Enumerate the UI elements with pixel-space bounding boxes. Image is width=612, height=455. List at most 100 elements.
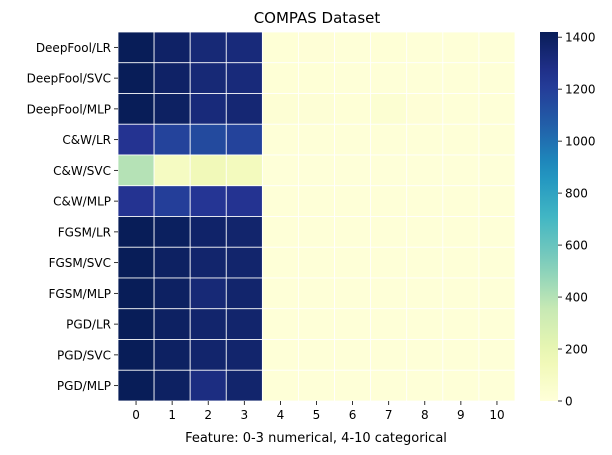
heatmap-cell [298,277,335,310]
heatmap-cell [153,277,191,310]
x-tick-label: 8 [421,408,429,422]
heatmap-cell [370,93,408,125]
heatmap-cell [261,154,299,187]
heatmap-cell [153,31,191,64]
heatmap-cell [117,339,155,371]
y-tick-label: FGSM/SVC [49,256,111,270]
heatmap-cell [261,185,299,217]
heatmap-cell [261,216,299,248]
heatmap-cell [370,308,408,340]
heatmap-cell [261,31,299,64]
heatmap-cell [117,246,155,279]
heatmap-cell [478,31,516,64]
heatmap-cell [117,93,155,125]
heatmap-cell [406,369,444,402]
heatmap-cell [478,123,516,156]
heatmap-cell [225,185,263,217]
heatmap-cell [442,308,480,340]
heatmap-cell [442,185,480,217]
y-tick-label: PGD/SVC [57,348,111,362]
heatmap-cell [261,277,299,310]
heatmap-cell [334,369,372,402]
colorbar-tick-label: 200 [565,343,588,357]
heatmap-cell [153,369,191,402]
colorbar-tick-label: 1000 [565,135,596,149]
heatmap-cell [225,277,263,310]
heatmap-cell [153,123,191,156]
heatmap-cell [117,185,155,217]
heatmap-cell [189,369,227,402]
heatmap-cell [406,123,444,156]
heatmap-cell [406,216,444,248]
colorbar-ticks: 0 200 400 600 800 1000 1200 1400 [558,31,596,409]
y-tick-label: C&W/MLP [53,195,111,209]
heatmap-cell [189,216,227,248]
colorbar-tick-label: 600 [565,239,588,253]
heatmap-cell [370,31,408,64]
heatmap-cell [370,246,408,279]
heatmap-cell [117,277,155,310]
y-tick-label: PGD/LR [66,318,111,332]
heatmap-cell [442,31,480,64]
heatmap-cell [334,93,372,125]
heatmap-cell [478,339,516,371]
x-tick-label: 6 [349,408,357,422]
heatmap-cell [334,62,372,94]
heatmap-cell [406,31,444,64]
heatmap-cell [298,246,335,279]
heatmap-cell [117,369,155,402]
heatmap-cell [334,31,372,64]
heatmap-cell [370,185,408,217]
heatmap-cell [298,369,335,402]
heatmap-cell [189,154,227,187]
heatmap-cell [334,246,372,279]
heatmap-cell [298,123,335,156]
heatmap-cell [117,216,155,248]
heatmap-cell [334,308,372,340]
heatmap-cell [478,93,516,125]
heatmap-cell [225,123,263,156]
heatmap-cell [334,185,372,217]
heatmap-cell [153,185,191,217]
heatmap-cell [225,339,263,371]
heatmap-cell [442,216,480,248]
x-tick-label: 4 [277,408,285,422]
chart-title: COMPAS Dataset [254,9,381,27]
y-tick-label: C&W/LR [62,133,111,147]
heatmap-cell [225,369,263,402]
heatmap-cell [370,277,408,310]
heatmap-cell [153,216,191,248]
colorbar [540,32,558,401]
colorbar-tick-label: 400 [565,291,588,305]
heatmap-cell [261,93,299,125]
heatmap-cell [153,154,191,187]
y-tick-label: C&W/SVC [53,164,111,178]
heatmap-cell [189,123,227,156]
x-tick-label: 0 [132,408,140,422]
heatmap-cell [225,308,263,340]
heatmap-cell [225,62,263,94]
heatmap-cell [334,123,372,156]
x-axis-label: Feature: 0-3 numerical, 4-10 categorical [185,431,447,446]
x-tick-label: 5 [313,408,321,422]
heatmap-cell [442,339,480,371]
heatmap-cell [189,185,227,217]
heatmap-cell [478,216,516,248]
heatmap-cell [442,123,480,156]
heatmap-cell [406,339,444,371]
heatmap-cell [117,31,155,64]
heatmap-cell [189,339,227,371]
heatmap-cell [261,123,299,156]
heatmap-cell [334,216,372,248]
heatmap-cell [225,154,263,187]
heatmap-cell [478,154,516,187]
x-tick-label: 2 [204,408,212,422]
heatmap-cell [406,154,444,187]
heatmap-cell [442,154,480,187]
y-axis-ticks: DeepFool/LR DeepFool/SVC DeepFool/MLP C&W/L… [27,41,118,393]
heatmap-cell [261,369,299,402]
heatmap-cell [406,277,444,310]
heatmap-cell [370,369,408,402]
heatmap-cell [153,93,191,125]
heatmap-cell [478,185,516,217]
